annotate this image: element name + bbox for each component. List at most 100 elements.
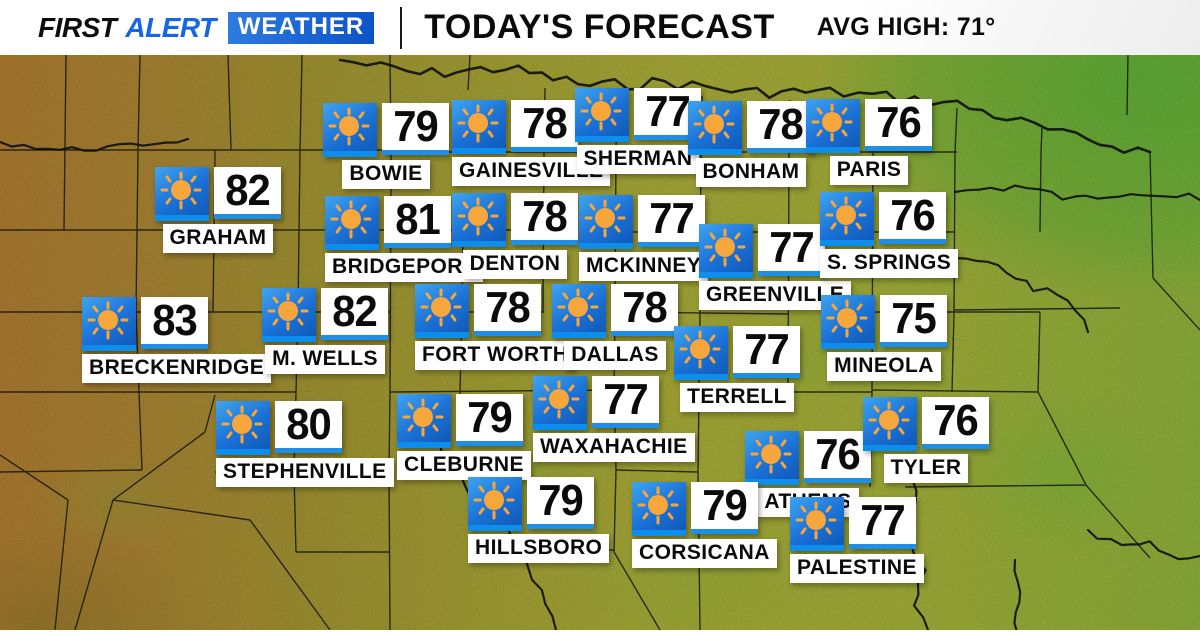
weather-station: 78 DALLAS [552,282,678,370]
weather-station: 76 PARIS [806,98,932,185]
city-label-box: BRIDGEPORT [325,253,484,282]
temperature-underline [880,342,947,347]
temperature-value: 78 [522,191,568,241]
city-label: GRAHAM [162,224,274,253]
temperature-value: 77 [769,222,815,272]
temperature-value: 83 [152,295,198,345]
weather-station: 78 GAINESVILLE [452,99,611,186]
weather-station: 77 WAXAHACHIE [533,375,695,462]
sunny-icon [533,376,587,430]
sunny-icon [552,284,606,338]
brand-weather: WEATHER [227,11,375,44]
city-label: PARIS [829,156,909,185]
temperature-underline [747,148,814,153]
city-label-box: BONHAM [688,158,814,187]
weather-station: 77 GREENVILLE [699,222,852,310]
city-label: M. WELLS [265,345,385,374]
weather-station: 82 GRAHAM [155,165,281,253]
temperature-box: 81 [384,194,451,248]
city-label: MCKINNEY [579,252,709,281]
city-label-box: FORT WORTH [415,341,576,370]
temperature-value: 76 [890,190,936,240]
temperature-box: 77 [758,222,825,276]
city-label: HILLSBORO [468,534,610,563]
city-label: TERRELL [680,383,794,412]
temperature-underline [758,271,825,276]
temperature-box: 82 [214,165,281,219]
temperature-underline [275,448,342,453]
header-divider [400,6,403,49]
city-label: BOWIE [342,160,430,189]
city-label: MINEOLA [827,352,941,381]
temperature-underline [922,444,989,449]
brand-alert: ALERT [125,11,216,43]
temperature-underline [214,214,281,219]
temperature-value: 80 [286,399,332,449]
weather-station: 80 STEPHENVILLE [216,399,394,487]
sunny-icon [468,477,522,531]
temperature-value: 77 [744,324,790,374]
temperature-value: 78 [485,282,531,332]
city-label: CORSICANA [632,539,777,568]
page-title: TODAY'S FORECAST [424,8,775,46]
temperature-value: 79 [393,101,439,151]
temperature-box: 80 [275,399,342,453]
temperature-value: 77 [649,193,695,243]
weather-station: 83 BRECKENRIDGE [82,295,272,383]
temperature-value: 76 [933,395,979,445]
weather-station: 79 HILLSBORO [468,475,610,563]
first-alert-weather-logo: FIRST ALERT WEATHER [38,11,375,44]
temperature-underline [474,331,541,336]
sunny-icon [323,103,377,157]
sunny-icon [216,401,270,455]
temperature-underline [382,150,449,155]
city-label: DENTON [462,250,568,279]
avg-high-label: AVG HIGH: 71° [816,13,996,41]
city-label-box: CLEBURNE [397,451,531,480]
weather-station: 81 BRIDGEPORT [325,194,484,282]
sunny-icon [632,482,686,536]
header-bar: FIRST ALERT WEATHER TODAY'S FORECAST AVG… [0,0,1200,55]
sunny-icon [699,224,753,278]
temperature-value: 81 [395,194,441,244]
sunny-icon [806,99,860,153]
city-label: S. SPRINGS [820,249,959,278]
sunny-icon [325,196,379,250]
sunny-icon [415,284,469,338]
brand-first: FIRST [38,11,117,43]
weather-station: 78 BONHAM [688,100,814,187]
sunny-icon [452,193,506,247]
sunny-icon [155,167,209,221]
temperature-value: 79 [467,392,513,442]
temperature-box: 83 [141,295,208,349]
temperature-underline [321,335,388,340]
temperature-box: 76 [865,98,932,151]
city-label: CLEBURNE [397,451,531,480]
weather-station: 77 PALESTINE [790,496,924,583]
city-label: STEPHENVILLE [216,458,394,487]
temperature-underline [634,135,701,140]
city-label-box: GAINESVILLE [452,157,611,186]
temperature-box: 78 [511,191,578,245]
temperature-value: 82 [225,165,271,215]
temperature-box: 78 [747,100,814,153]
temperature-box: 79 [456,392,523,446]
temperature-value: 82 [332,286,378,336]
temperature-value: 79 [538,475,584,525]
weather-station: 76 S. SPRINGS [820,190,959,278]
weather-station: 77 SHERMAN [575,87,701,174]
city-label-box: SHERMAN [575,145,701,174]
temperature-value: 78 [622,282,668,332]
city-label-box: HILLSBORO [468,534,610,563]
sunny-icon [397,394,451,448]
city-label: SHERMAN [576,145,700,174]
sunny-icon [688,101,742,155]
temperature-box: 77 [592,375,659,428]
city-label-box: MINEOLA [821,352,947,381]
sunny-icon [820,192,874,246]
city-label-box: GREENVILLE [699,281,852,310]
city-label-box: PALESTINE [790,554,924,583]
temperature-box: 76 [922,395,989,449]
weather-station: 78 FORT WORTH [415,282,576,370]
